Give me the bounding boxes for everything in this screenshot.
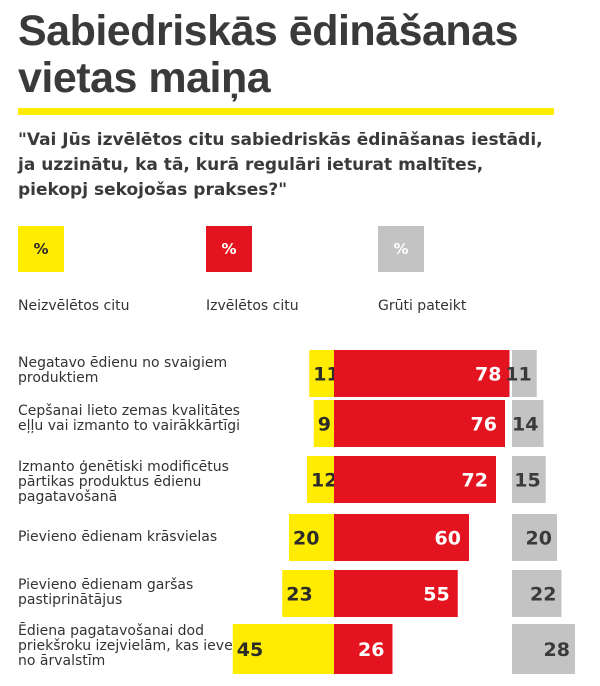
legend-swatch-wont-choose: % xyxy=(18,226,64,272)
bar-hard-to-say xyxy=(512,400,544,447)
legend-symbol: % xyxy=(221,240,237,258)
bar-would-choose xyxy=(334,350,510,397)
category-label: Pievieno ēdienam krāsvielas xyxy=(18,529,218,545)
bar-hard-to-say xyxy=(512,624,575,674)
bar-wont-choose xyxy=(232,624,334,674)
value-label-hard-to-say: 11 xyxy=(505,364,531,386)
title-underline xyxy=(18,108,554,115)
bar-wont-choose xyxy=(307,456,334,503)
value-label-wont-choose: 23 xyxy=(286,584,312,606)
legend-label-hard-to-say: Grūti pateikt xyxy=(378,298,467,314)
value-label-would-choose: 55 xyxy=(423,584,449,606)
bar-would-choose xyxy=(334,514,469,561)
legend-swatch-would-choose: % xyxy=(206,226,252,272)
bar-would-choose xyxy=(334,570,458,617)
bar-wont-choose xyxy=(282,570,334,617)
bar-hard-to-say xyxy=(512,570,562,617)
bar-hard-to-say xyxy=(512,350,537,397)
category-label: Ēdiena pagatavošanai dod priekšroku izej… xyxy=(18,623,262,669)
survey-question: "Vai Jūs izvēlētos citu sabiedriskās ēdi… xyxy=(18,130,543,200)
value-label-hard-to-say: 20 xyxy=(526,528,552,550)
legend-swatch-hard-to-say: % xyxy=(378,226,424,272)
value-label-wont-choose: 9 xyxy=(318,414,331,436)
value-label-wont-choose: 11 xyxy=(313,364,339,386)
bar-wont-choose xyxy=(289,514,334,561)
value-label-hard-to-say: 14 xyxy=(512,414,538,436)
legend-label-would-choose: Izvēlētos citu xyxy=(206,298,299,314)
bar-wont-choose xyxy=(313,400,334,447)
category-label: Cepšanai lieto zemas kvalitātes eļļu vai… xyxy=(18,403,241,434)
bar-would-choose xyxy=(334,400,505,447)
legend-symbol: % xyxy=(393,240,409,258)
value-label-wont-choose: 45 xyxy=(237,639,263,661)
bar-hard-to-say xyxy=(512,514,557,561)
value-label-wont-choose: 20 xyxy=(293,528,319,550)
page-title: Sabiedriskās ēdināšanas vietas maiņa xyxy=(18,7,519,102)
category-label: Negatavo ēdienu no svaigiem produktiem xyxy=(18,355,228,386)
value-label-would-choose: 72 xyxy=(462,470,488,492)
value-label-would-choose: 78 xyxy=(475,364,501,386)
bar-would-choose xyxy=(334,456,496,503)
bar-would-choose xyxy=(334,624,393,674)
value-label-hard-to-say: 15 xyxy=(514,470,540,492)
legend-label-wont-choose: Neizvēlētos citu xyxy=(18,298,130,314)
value-label-would-choose: 60 xyxy=(435,528,461,550)
bar-wont-choose xyxy=(309,350,334,397)
value-label-hard-to-say: 22 xyxy=(530,584,556,606)
category-label: Pievieno ēdienam garšas pastiprinātājus xyxy=(18,577,194,608)
value-label-hard-to-say: 28 xyxy=(544,639,570,661)
category-label: Izmanto ģenētiski modificētus pārtikas p… xyxy=(18,459,229,505)
value-label-wont-choose: 12 xyxy=(311,470,337,492)
value-label-would-choose: 26 xyxy=(358,639,384,661)
value-label-would-choose: 76 xyxy=(471,414,497,436)
bar-hard-to-say xyxy=(512,456,546,503)
legend-symbol: % xyxy=(33,240,49,258)
